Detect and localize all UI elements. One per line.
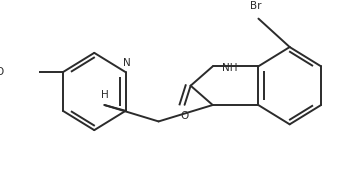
Text: N: N xyxy=(123,58,131,68)
Text: Br: Br xyxy=(250,1,261,11)
Text: O: O xyxy=(180,111,189,121)
Text: NH: NH xyxy=(222,63,237,73)
Text: O: O xyxy=(0,67,4,77)
Text: H: H xyxy=(100,90,108,100)
